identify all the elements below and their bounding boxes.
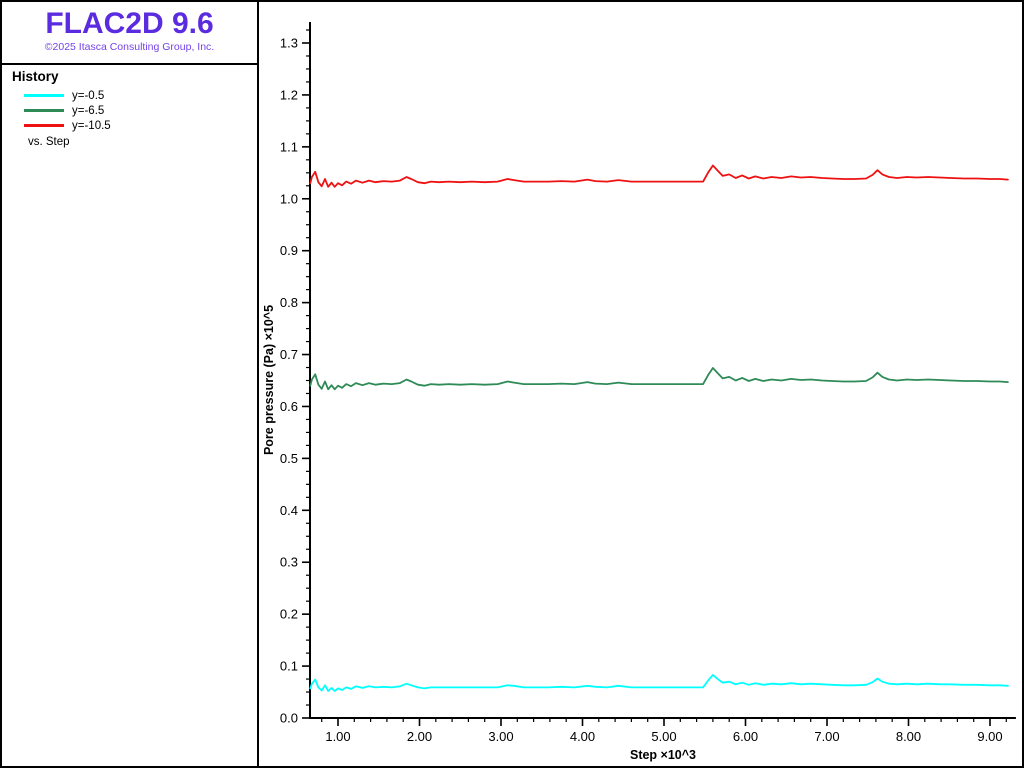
x-tick-label: 7.00 bbox=[814, 729, 839, 744]
x-tick-label: 1.00 bbox=[325, 729, 350, 744]
x-tick-label: 8.00 bbox=[896, 729, 921, 744]
y-tick-label: 1.1 bbox=[280, 139, 298, 154]
legend-item: y=-0.5 bbox=[12, 88, 257, 103]
y-axis-title: Pore pressure (Pa) ×10^5 bbox=[262, 305, 276, 455]
y-tick-label: 0.8 bbox=[280, 295, 298, 310]
legend-item-label: y=-10.5 bbox=[72, 119, 111, 132]
x-tick-label: 5.00 bbox=[651, 729, 676, 744]
chart-area[interactable]: 0.0 0.1 0.2 0.3 0.4 0.5 0.6 0.7 0.8 0.9 1.0 1.1 1.2 1… bbox=[259, 2, 1022, 766]
copyright-text: ©2025 Itasca Consulting Group, Inc. bbox=[44, 41, 215, 53]
y-tick-label: 0.2 bbox=[280, 607, 298, 622]
history-chart[interactable]: 0.0 0.1 0.2 0.3 0.4 0.5 0.6 0.7 0.8 0.9 1.0 1.1 1.2 1… bbox=[259, 2, 1022, 766]
x-tick-label: 2.00 bbox=[407, 729, 432, 744]
legend-item-label: y=-0.5 bbox=[72, 89, 105, 102]
y-tick-label: 0.4 bbox=[280, 503, 298, 518]
y-tick-label: 1.3 bbox=[280, 36, 298, 51]
y-tick-label: 1.0 bbox=[280, 191, 298, 206]
y-tick-label: 1.2 bbox=[280, 87, 298, 102]
x-tick-label: 3.00 bbox=[488, 729, 513, 744]
x-tick-label: 9.00 bbox=[977, 729, 1002, 744]
legend-item: y=-10.5 bbox=[12, 118, 257, 133]
series-line-2 bbox=[309, 164, 1009, 188]
legend-color-line bbox=[24, 109, 64, 112]
series-line-0 bbox=[309, 674, 1009, 692]
y-tick-label: 0.1 bbox=[280, 659, 298, 674]
series-line-1 bbox=[309, 367, 1009, 391]
legend-title: History bbox=[12, 69, 59, 84]
plot-info-panel: FLAC2D 9.6 ©2025 Itasca Consulting Group… bbox=[2, 2, 259, 766]
legend-color-line bbox=[24, 94, 64, 97]
x-tick-label: 6.00 bbox=[733, 729, 758, 744]
x-tick-label: 4.00 bbox=[570, 729, 595, 744]
legend-color-line bbox=[24, 124, 64, 127]
app-title: FLAC2D 9.6 bbox=[45, 7, 214, 40]
history-legend: History y=-0.5 y=-6.5 y=-10.5 vs. Step bbox=[2, 65, 257, 148]
legend-item-label: y=-6.5 bbox=[72, 104, 105, 117]
y-tick-label: 0.7 bbox=[280, 347, 298, 362]
legend-items: y=-0.5 y=-6.5 y=-10.5 bbox=[12, 88, 257, 133]
y-tick-label: 0.6 bbox=[280, 399, 298, 414]
legend-item: y=-6.5 bbox=[12, 103, 257, 118]
app-header: FLAC2D 9.6 ©2025 Itasca Consulting Group… bbox=[2, 2, 257, 65]
x-axis-title: Step ×10^3 bbox=[630, 748, 696, 762]
y-tick-label: 0.0 bbox=[280, 711, 298, 726]
y-tick-label: 0.3 bbox=[280, 555, 298, 570]
legend-vs-step-label: vs. Step bbox=[28, 136, 70, 148]
y-tick-label: 0.9 bbox=[280, 243, 298, 258]
y-tick-label: 0.5 bbox=[280, 451, 298, 466]
